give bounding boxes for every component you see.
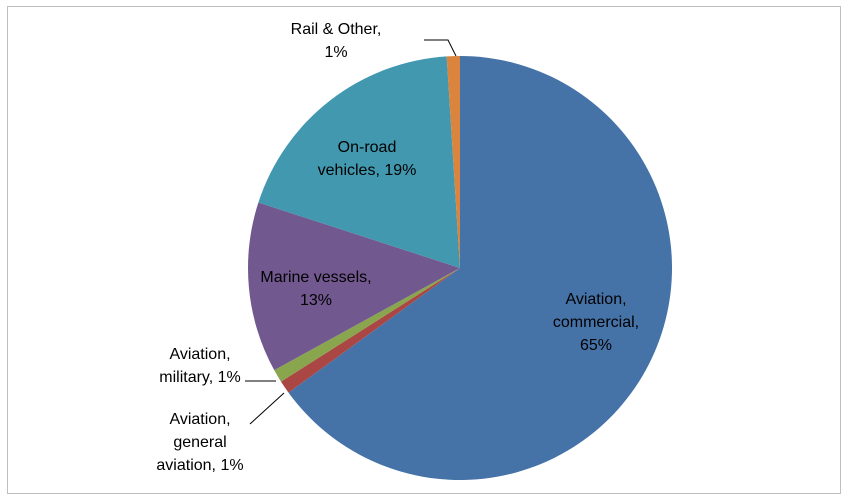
- data-label: 65%: [580, 337, 612, 354]
- pie-slice: [281, 268, 460, 393]
- pie-slice: [446, 56, 460, 268]
- leader-line: [249, 392, 285, 425]
- pie-slice: [248, 202, 460, 371]
- data-label: Aviation,: [169, 346, 230, 363]
- data-label: 13%: [300, 292, 332, 309]
- data-label: commercial,: [553, 314, 639, 331]
- data-label: Marine vessels,: [260, 269, 371, 286]
- leader-line: [424, 39, 457, 57]
- pie: [248, 56, 672, 480]
- data-label: aviation, 1%: [156, 457, 243, 474]
- data-label: vehicles, 19%: [318, 162, 417, 179]
- data-label: Aviation,: [169, 411, 230, 428]
- pie-slice: [288, 56, 672, 480]
- pie-slice: [274, 268, 460, 382]
- data-label: 1%: [324, 44, 347, 61]
- data-label: Rail & Other,: [291, 21, 382, 38]
- data-label: On-road: [338, 139, 397, 156]
- data-labels: Aviation, commercial, 65% Aviation, general a…: [156, 21, 639, 474]
- data-label: Aviation,: [565, 291, 626, 308]
- pie-slice: [258, 56, 460, 268]
- data-label: general: [173, 434, 226, 451]
- data-label: military, 1%: [159, 369, 241, 386]
